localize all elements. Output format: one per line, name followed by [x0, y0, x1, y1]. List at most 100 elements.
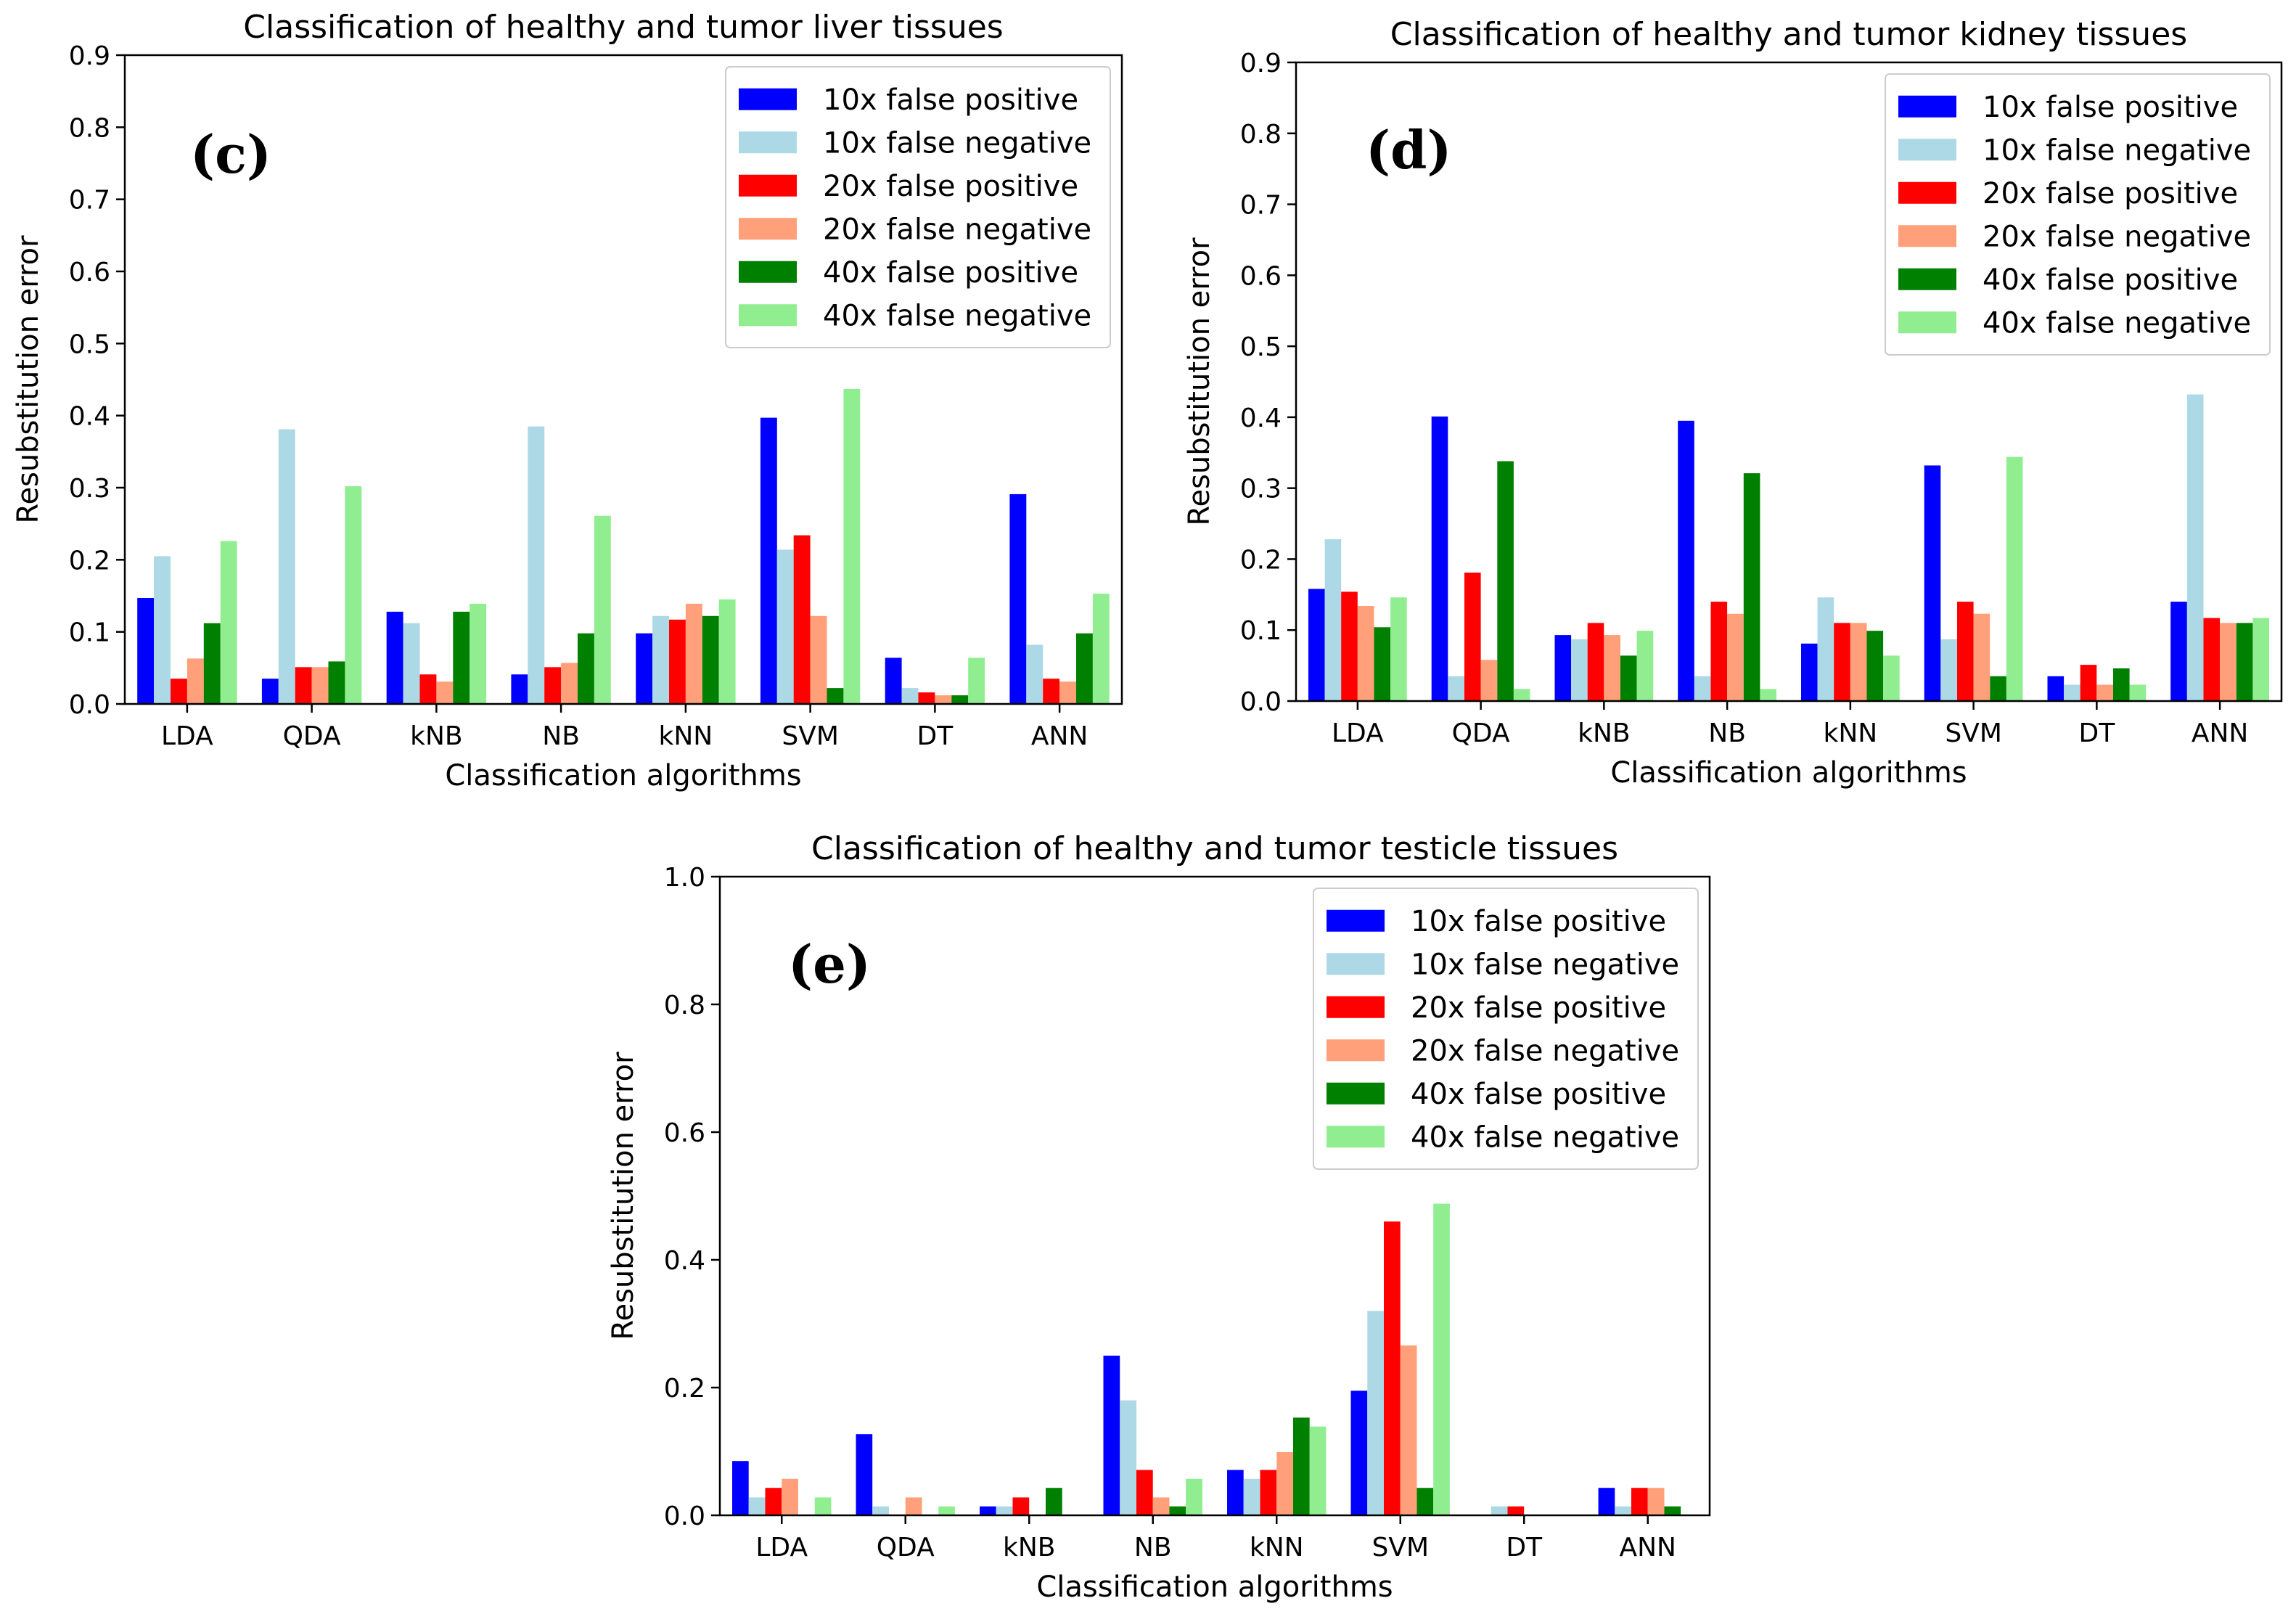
legend-swatch	[739, 261, 797, 283]
bar-c-SVM-0	[760, 417, 777, 704]
bar-c-LDA-0	[137, 598, 155, 704]
legend-swatch	[739, 174, 797, 197]
legend-label: 10x false negative	[1411, 948, 1679, 981]
y-tick-label: 0.6	[1240, 261, 1282, 291]
legend-label: 10x false positive	[823, 83, 1078, 117]
legend-swatch	[739, 131, 797, 154]
panel-label: (d)	[1366, 119, 1451, 181]
bar-e-SVM-4	[1416, 1488, 1434, 1515]
bar-e-NB-1	[1120, 1400, 1136, 1515]
x-axis-label: Classification algorithms	[1036, 1570, 1393, 1604]
bar-d-SVM-3	[1973, 613, 1990, 701]
bar-d-NB-2	[1710, 602, 1728, 701]
x-tick-label: SVM	[1945, 718, 2002, 748]
x-tick-label: SVM	[782, 721, 839, 751]
bar-c-ANN-1	[1026, 644, 1044, 704]
bar-c-DT-3	[935, 695, 952, 704]
x-tick-label: kNN	[659, 721, 713, 751]
panel-label: (c)	[190, 123, 271, 185]
bar-c-SVM-2	[793, 535, 811, 704]
bar-c-NB-2	[544, 667, 562, 704]
y-tick-label: 0.9	[1240, 49, 1282, 78]
y-axis-label: Resubstitution error	[607, 1052, 640, 1340]
legend-label: 40x false positive	[1983, 263, 2238, 297]
bar-d-DT-1	[2064, 684, 2080, 701]
legend-swatch	[1898, 225, 1956, 247]
legend-label: 40x false positive	[1411, 1078, 1666, 1111]
bar-e-LDA-2	[765, 1488, 782, 1515]
bar-d-SVM-1	[1940, 639, 1957, 701]
bar-d-NB-3	[1727, 613, 1744, 701]
bar-e-ANN-0	[1598, 1488, 1615, 1515]
legend: 10x false positive 10x false negative 20x …	[1313, 888, 1699, 1170]
bar-e-LDA-5	[814, 1497, 832, 1515]
bar-d-NB-1	[1694, 676, 1711, 701]
bar-c-kNB-4	[453, 611, 470, 704]
bar-d-ANN-1	[2186, 394, 2204, 701]
bar-e-QDA-3	[905, 1497, 922, 1515]
bar-d-LDA-5	[1390, 597, 1407, 701]
legend-box	[725, 66, 1111, 348]
legend-label: 20x false positive	[823, 170, 1078, 203]
bar-e-SVM-1	[1367, 1311, 1384, 1515]
bar-c-kNB-2	[419, 674, 437, 704]
legend-label: 40x false negative	[1983, 306, 2251, 340]
bar-e-NB-2	[1136, 1470, 1153, 1515]
y-tick-label: 0.7	[69, 186, 110, 216]
chart-panel-c: 0.0 0.1 0.2 0.3 0.4 0.5 0.6 0.7 0.8 0.9 LDA QDA kNB N…	[12, 9, 1123, 792]
legend-label: 20x false negative	[1983, 220, 2251, 253]
bar-c-QDA-0	[261, 679, 279, 704]
y-tick-label: 0.3	[69, 474, 110, 504]
bar-e-kNB-2	[1012, 1497, 1030, 1515]
bar-d-kNN-3	[1850, 623, 1867, 701]
bar-d-DT-5	[2129, 684, 2147, 701]
bar-d-LDA-3	[1357, 606, 1374, 701]
bar-c-kNN-1	[652, 615, 669, 704]
bar-c-SVM-5	[843, 388, 861, 704]
legend: 10x false positive 10x false negative 20x …	[725, 66, 1111, 348]
bar-d-QDA-0	[1431, 416, 1448, 701]
bar-e-ANN-3	[1647, 1488, 1665, 1515]
bar-d-kNB-1	[1571, 639, 1588, 701]
bar-e-kNB-1	[996, 1506, 1013, 1515]
y-tick-label: 0.8	[664, 991, 705, 1020]
bar-d-NB-4	[1743, 473, 1760, 701]
bar-e-kNN-3	[1276, 1451, 1293, 1515]
x-tick-label: DT	[2079, 718, 2116, 748]
bar-c-LDA-4	[203, 623, 221, 704]
bar-e-LDA-3	[782, 1478, 798, 1515]
legend-label: 40x false negative	[1411, 1121, 1679, 1154]
bar-c-kNN-3	[685, 603, 702, 704]
bar-c-QDA-3	[311, 667, 329, 704]
bar-c-QDA-2	[295, 667, 312, 704]
legend-label: 20x false negative	[823, 213, 1091, 246]
bar-d-kNN-5	[1883, 655, 1900, 701]
axes-frame	[718, 875, 1711, 1517]
bar-e-SVM-5	[1433, 1203, 1450, 1515]
y-tick-label: 0.8	[69, 113, 110, 143]
bar-c-ANN-2	[1043, 679, 1060, 704]
bar-c-kNB-3	[436, 681, 454, 704]
legend-swatch	[1898, 95, 1956, 118]
legend-swatch	[1898, 139, 1956, 161]
bar-c-kNN-2	[669, 619, 686, 704]
bar-e-kNN-4	[1293, 1417, 1310, 1515]
bar-e-NB-5	[1186, 1478, 1202, 1515]
legend-swatch	[1327, 909, 1385, 932]
bar-e-SVM-3	[1400, 1345, 1417, 1515]
bar-e-QDA-1	[872, 1506, 889, 1515]
bar-d-SVM-5	[2006, 456, 2023, 701]
bar-d-QDA-3	[1480, 660, 1498, 701]
bar-d-DT-3	[2096, 684, 2113, 701]
bar-c-SVM-4	[827, 688, 844, 704]
bar-e-ANN-2	[1631, 1488, 1648, 1515]
bar-c-kNN-5	[718, 599, 736, 704]
bar-c-ANN-0	[1009, 493, 1027, 704]
bar-e-DT-2	[1507, 1506, 1525, 1515]
legend-swatch	[1898, 181, 1956, 204]
bar-d-kNN-0	[1801, 643, 1818, 701]
y-tick-label: 0.1	[69, 618, 110, 648]
bar-c-LDA-5	[220, 541, 237, 704]
x-tick-label: QDA	[877, 1533, 935, 1562]
